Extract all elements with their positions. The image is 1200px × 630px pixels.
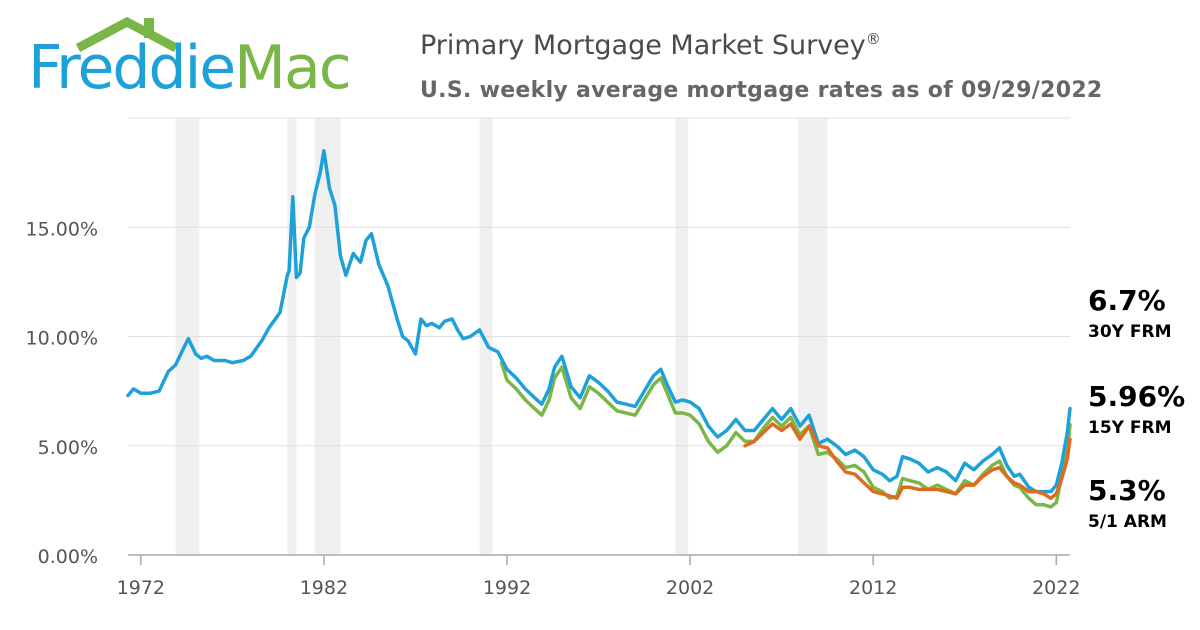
- x-tick-label: 2002: [666, 577, 714, 599]
- x-tick-label: 2012: [849, 577, 897, 599]
- chart-title-text: Primary Mortgage Market Survey: [420, 30, 866, 61]
- logo-wordmark: FreddieMac: [28, 38, 352, 98]
- series-line-frm15: [499, 360, 1072, 509]
- y-tick-label: 0.00%: [38, 546, 98, 568]
- registered-mark: ®: [865, 30, 881, 48]
- frm15-end-value: 5.96%: [1088, 380, 1186, 413]
- chart-title: Primary Mortgage Market Survey®: [420, 30, 881, 61]
- series-lines: [126, 149, 1072, 509]
- arm51-end-name: 5/1 ARM: [1088, 512, 1167, 532]
- frm30-end-name: 30Y FRM: [1088, 322, 1172, 342]
- y-tick-label: 10.00%: [26, 328, 98, 350]
- chart-subtitle: U.S. weekly average mortgage rates as of…: [420, 78, 1103, 103]
- x-axis: 1972 1982 1992 2002 2012 2022: [117, 554, 1080, 599]
- logo-word-freddie: Freddie: [28, 33, 236, 103]
- x-tick-label: 1982: [300, 577, 348, 599]
- x-tick-label: 1972: [117, 577, 165, 599]
- series-line-arm51: [743, 422, 1072, 500]
- y-tick-label: 15.00%: [26, 218, 98, 240]
- y-axis-labels: 0.00% 5.00% 10.00% 15.00%: [26, 218, 98, 568]
- x-tick-label: 2022: [1032, 577, 1080, 599]
- x-tick-label: 1992: [483, 577, 531, 599]
- arm51-end-value: 5.3%: [1088, 474, 1166, 507]
- series-line-frm30: [126, 149, 1072, 494]
- y-tick-label: 5.00%: [38, 437, 98, 459]
- frm15-end-name: 15Y FRM: [1088, 418, 1172, 438]
- logo-word-mac: Mac: [234, 33, 352, 103]
- frm30-end-value: 6.7%: [1088, 284, 1166, 317]
- house-roof-icon: [75, 16, 179, 52]
- freddie-mac-logo: FreddieMac: [28, 14, 388, 110]
